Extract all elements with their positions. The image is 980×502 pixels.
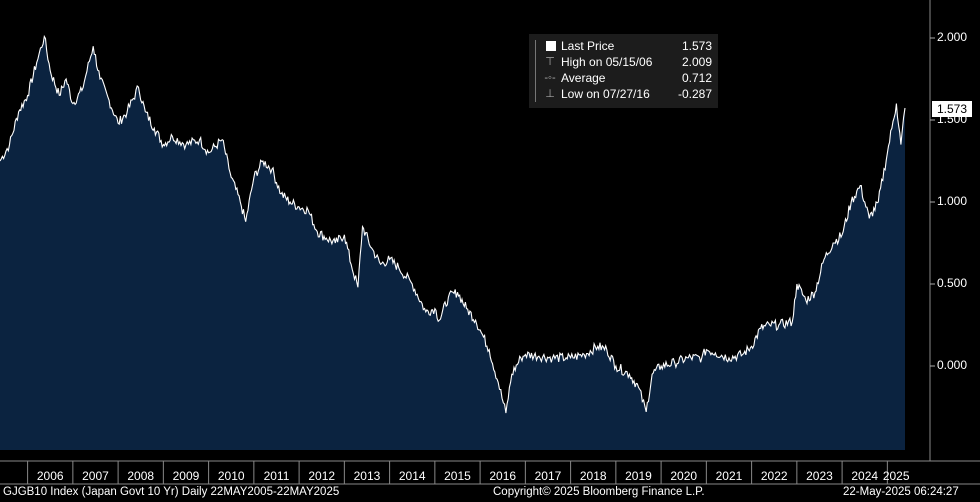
legend-last-value: 1.573 bbox=[681, 39, 712, 53]
legend-avg-value: 0.712 bbox=[681, 71, 712, 85]
x-tick-label: 2017 bbox=[534, 469, 562, 483]
footer-ticker: GJGB10 Index (Japan Govt 10 Yr) Daily 22… bbox=[3, 486, 340, 498]
y-tick-label: 1.000 bbox=[937, 194, 968, 208]
footer-copyright: Copyright© 2025 Bloomberg Finance L.P. bbox=[493, 486, 705, 498]
legend-high-value: 2.009 bbox=[681, 55, 712, 69]
average-marker-icon: -◦- bbox=[544, 72, 556, 84]
y-tick-label: 2.000 bbox=[937, 30, 968, 44]
x-tick-label: 2015 bbox=[444, 469, 471, 483]
x-tick-label: 2019 bbox=[625, 469, 652, 483]
y-tick-label: 0.000 bbox=[937, 358, 968, 372]
x-tick-label: 2024 bbox=[851, 469, 879, 483]
x-tick-label: 2010 bbox=[217, 469, 245, 483]
legend-low-label: Low on 07/27/16 bbox=[561, 87, 650, 101]
x-tick-label: 2021 bbox=[715, 469, 743, 483]
legend-row-last: Last Price 1.573 bbox=[529, 38, 718, 54]
high-marker-icon: ⊤ bbox=[545, 56, 555, 68]
low-marker-icon: ⊥ bbox=[545, 88, 555, 100]
legend-row-average: -◦- Average 0.712 bbox=[529, 70, 718, 86]
x-tick-label: 2011 bbox=[263, 469, 290, 483]
x-tick-label: 2006 bbox=[36, 469, 64, 483]
legend-avg-label: Average bbox=[561, 71, 606, 85]
x-tick-label: 2022 bbox=[760, 469, 788, 483]
legend-box: Last Price 1.573 ⊤ High on 05/15/06 2.00… bbox=[529, 34, 718, 108]
footer-timestamp: 22-May-2025 06:24:27 bbox=[843, 486, 959, 498]
x-tick-label: 2007 bbox=[82, 469, 109, 483]
price-line bbox=[0, 34, 906, 414]
legend-last-label: Last Price bbox=[561, 39, 615, 53]
legend-high-label: High on 05/15/06 bbox=[561, 55, 653, 69]
x-tick-label: 2009 bbox=[172, 469, 200, 483]
x-tick-label: 2016 bbox=[489, 469, 517, 483]
x-tick-label: 2018 bbox=[579, 469, 607, 483]
price-area bbox=[0, 36, 905, 450]
x-tick-label: 2013 bbox=[353, 469, 381, 483]
x-tick-label: 2025 bbox=[882, 469, 910, 483]
y-tick-label: 0.500 bbox=[937, 276, 968, 290]
legend-tree-icon bbox=[535, 40, 544, 102]
white-square-icon bbox=[543, 38, 557, 54]
x-tick-label: 2012 bbox=[308, 469, 336, 483]
x-tick-label: 2014 bbox=[398, 469, 426, 483]
x-tick-label: 2023 bbox=[806, 469, 833, 483]
legend-row-high: ⊤ High on 05/15/06 2.009 bbox=[529, 54, 718, 70]
x-tick-label: 2020 bbox=[670, 469, 698, 483]
last-price-tag: 1.573 bbox=[932, 101, 972, 117]
legend-low-value: -0.287 bbox=[677, 87, 712, 101]
x-tick-label: 2008 bbox=[127, 469, 155, 483]
legend-row-low: ⊥ Low on 07/27/16 -0.287 bbox=[529, 86, 718, 102]
